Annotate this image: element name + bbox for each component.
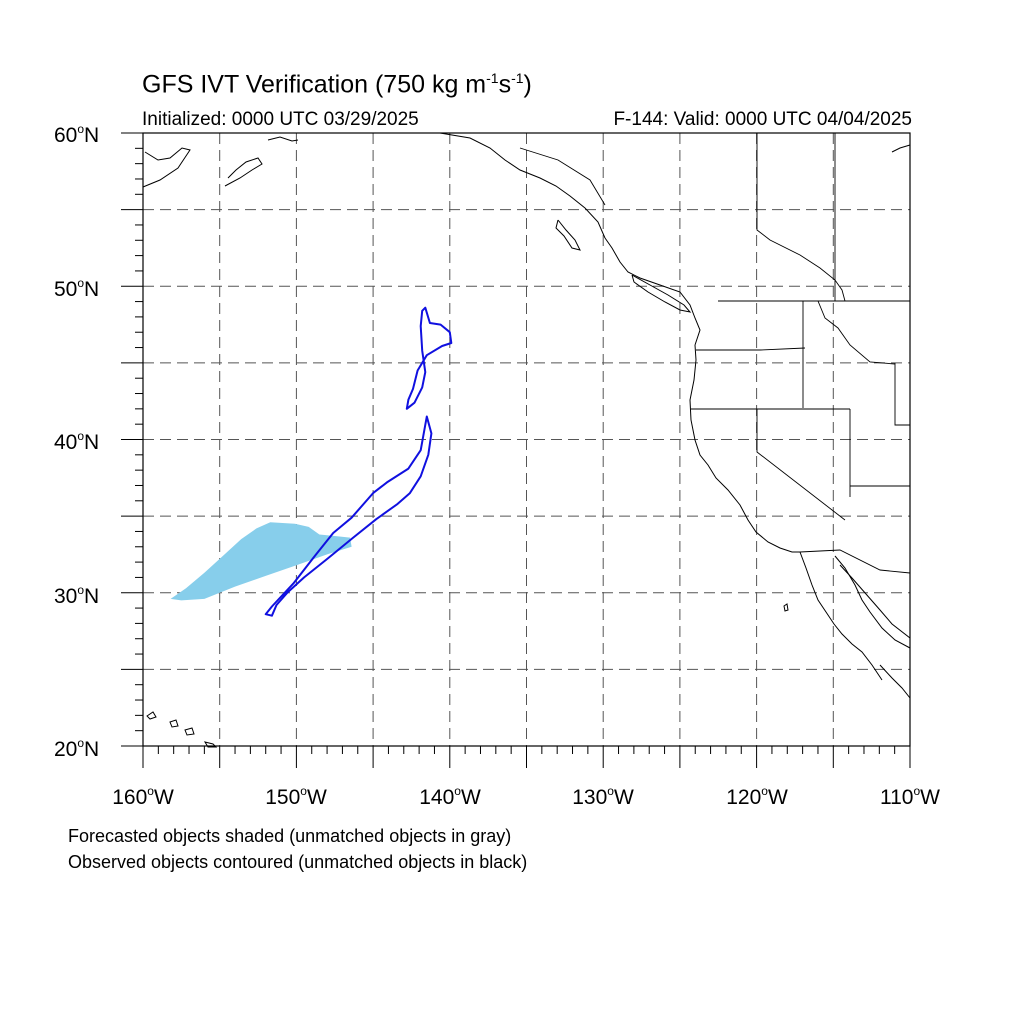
border-or-wa xyxy=(696,347,806,351)
lon-label-110w: 110oW xyxy=(880,784,940,809)
lat-label-60: 60oN xyxy=(54,122,100,147)
chart-title: GFS IVT Verification (750 kg m-1s-1) xyxy=(142,70,532,99)
lon-label-150w: 150oW xyxy=(265,784,327,809)
observed-object xyxy=(405,306,453,410)
coastlines xyxy=(142,132,911,748)
island-oahu xyxy=(169,719,179,728)
coastline-mainland-mexico xyxy=(839,564,911,639)
coastline-us-west xyxy=(689,344,800,553)
coastline-baja-west xyxy=(799,551,883,681)
forecast-objects xyxy=(170,522,352,601)
observed-objects xyxy=(264,306,453,617)
island-kauai xyxy=(146,711,157,720)
lon-label-140w: 140oW xyxy=(419,784,481,809)
political-borders xyxy=(519,133,911,574)
initialized-time: Initialized: 0000 UTC 03/29/2025 xyxy=(142,109,419,130)
island-maui xyxy=(184,727,195,736)
coastline-hudson-bay xyxy=(891,144,911,153)
coastline-mexico-south xyxy=(879,664,911,699)
footnote-forecast: Forecasted objects shaded (unmatched obj… xyxy=(68,826,512,846)
border-wy xyxy=(894,363,910,426)
valid-time: F-144: Valid: 0000 UTC 04/04/2025 xyxy=(613,109,912,130)
border-us-mexico xyxy=(799,549,911,574)
border-ak-canada xyxy=(519,147,606,206)
lon-label-120w: 120oW xyxy=(726,784,788,809)
coastline-vancouver-island xyxy=(631,274,692,313)
coastline-alaska xyxy=(142,147,191,188)
island-big-island xyxy=(203,741,218,748)
coastline-gulf-alaska xyxy=(267,136,299,142)
coastline-alaska-peninsula xyxy=(224,157,263,187)
observed-object xyxy=(264,415,433,617)
forecast-object xyxy=(170,522,352,601)
grid-lines xyxy=(143,133,910,746)
lat-label-20: 20oN xyxy=(54,736,100,761)
border-ca-nv xyxy=(756,409,846,521)
lat-label-40: 40oN xyxy=(54,429,100,454)
axis-ticks xyxy=(121,132,911,768)
lat-label-30: 30oN xyxy=(54,583,100,608)
island-guadalupe xyxy=(783,603,789,612)
coastline-baja-east xyxy=(834,555,911,649)
lon-label-130w: 130oW xyxy=(572,784,634,809)
lon-label-160w: 160oW xyxy=(112,784,174,809)
coastline-gulf-alaska-east xyxy=(439,132,606,239)
lat-label-50: 50oN xyxy=(54,276,100,301)
coastline-british-columbia xyxy=(604,237,701,346)
footnote-observed: Observed objects contoured (unmatched ob… xyxy=(68,852,528,872)
border-canada-provinces xyxy=(756,133,846,302)
coastline-haida-gwaii xyxy=(555,219,581,251)
border-mt-id xyxy=(817,300,896,365)
